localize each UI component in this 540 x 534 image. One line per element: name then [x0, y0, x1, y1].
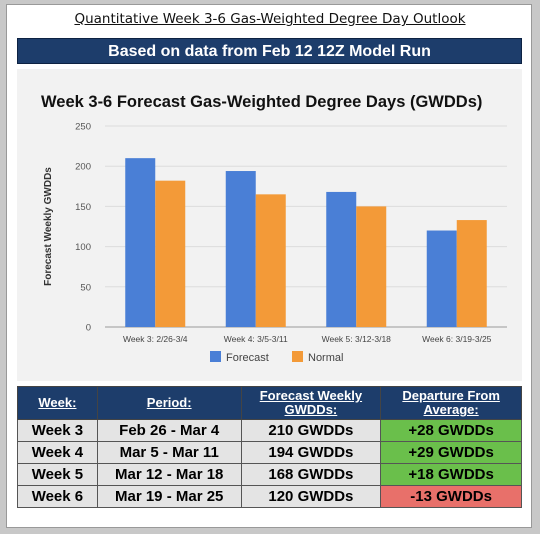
legend-swatch-forecast — [210, 351, 221, 362]
week-cell: Week 6 — [17, 485, 98, 508]
table-header-row: Week: Period: Forecast Weekly GWDDs: Dep… — [17, 386, 522, 420]
departure-cell: +29 GWDDs — [380, 441, 522, 464]
header-week: Week: — [17, 386, 98, 420]
y-tick-label: 250 — [75, 122, 91, 133]
y-axis-label: Forecast Weekly GWDDs — [43, 167, 54, 286]
chart-panel: Week 3-6 Forecast Gas-Weighted Degree Da… — [17, 69, 522, 381]
gwdd-cell: 210 GWDDs — [240, 419, 382, 442]
departure-cell: +28 GWDDs — [380, 419, 522, 442]
week-cell: Week 3 — [17, 419, 98, 442]
table-row: Week 5 Mar 12 - Mar 18 168 GWDDs +18 GWD… — [17, 463, 522, 486]
bar-normal — [155, 180, 186, 327]
bar-normal — [456, 220, 487, 327]
bar-forecast — [326, 191, 357, 327]
gwdd-cell: 194 GWDDs — [240, 441, 382, 464]
model-run-banner: Based on data from Feb 12 12Z Model Run — [17, 38, 522, 64]
outlook-frame: Quantitative Week 3-6 Gas-Weighted Degre… — [6, 4, 532, 528]
period-cell: Mar 5 - Mar 11 — [96, 441, 242, 464]
period-cell: Feb 26 - Mar 4 — [96, 419, 242, 442]
x-tick-label: Week 6: 3/19-3/25 — [422, 334, 492, 344]
header-forecast: Forecast Weekly GWDDs: — [240, 386, 382, 420]
departure-cell: +18 GWDDs — [380, 463, 522, 486]
bar-forecast — [125, 158, 156, 327]
y-tick-label: 150 — [75, 202, 91, 213]
chart-title: Week 3-6 Forecast Gas-Weighted Degree Da… — [41, 93, 482, 111]
bar-forecast — [225, 171, 256, 327]
period-cell: Mar 12 - Mar 18 — [96, 463, 242, 486]
week-cell: Week 5 — [17, 463, 98, 486]
legend-label-forecast: Forecast — [226, 352, 269, 364]
y-tick-label: 0 — [86, 323, 91, 334]
departure-cell: -13 GWDDs — [380, 485, 522, 508]
x-tick-label: Week 4: 3/5-3/11 — [224, 334, 288, 344]
gwdd-bar-chart: Week 3-6 Forecast Gas-Weighted Degree Da… — [41, 93, 507, 364]
y-tick-label: 200 — [75, 162, 91, 173]
page-title: Quantitative Week 3-6 Gas-Weighted Degre… — [74, 11, 466, 27]
bar-normal — [356, 206, 387, 327]
gwdd-cell: 168 GWDDs — [240, 463, 382, 486]
table-row: Week 4 Mar 5 - Mar 11 194 GWDDs +29 GWDD… — [17, 441, 522, 464]
week-cell: Week 4 — [17, 441, 98, 464]
header-departure: Departure From Average: — [380, 386, 522, 420]
legend-label-normal: Normal — [308, 352, 343, 364]
gwdd-cell: 120 GWDDs — [240, 485, 382, 508]
x-tick-label: Week 5: 3/12-3/18 — [322, 334, 392, 344]
legend-swatch-normal — [292, 351, 303, 362]
bar-forecast — [426, 230, 457, 327]
x-tick-label: Week 3: 2/26-3/4 — [123, 334, 188, 344]
y-tick-label: 100 — [75, 242, 91, 253]
gwdd-table: Week: Period: Forecast Weekly GWDDs: Dep… — [17, 386, 522, 508]
table-row: Week 3 Feb 26 - Mar 4 210 GWDDs +28 GWDD… — [17, 419, 522, 442]
y-tick-label: 50 — [80, 282, 91, 293]
table-row: Week 6 Mar 19 - Mar 25 120 GWDDs -13 GWD… — [17, 485, 522, 508]
bar-normal — [255, 194, 286, 327]
period-cell: Mar 19 - Mar 25 — [96, 485, 242, 508]
header-period: Period: — [96, 386, 242, 420]
